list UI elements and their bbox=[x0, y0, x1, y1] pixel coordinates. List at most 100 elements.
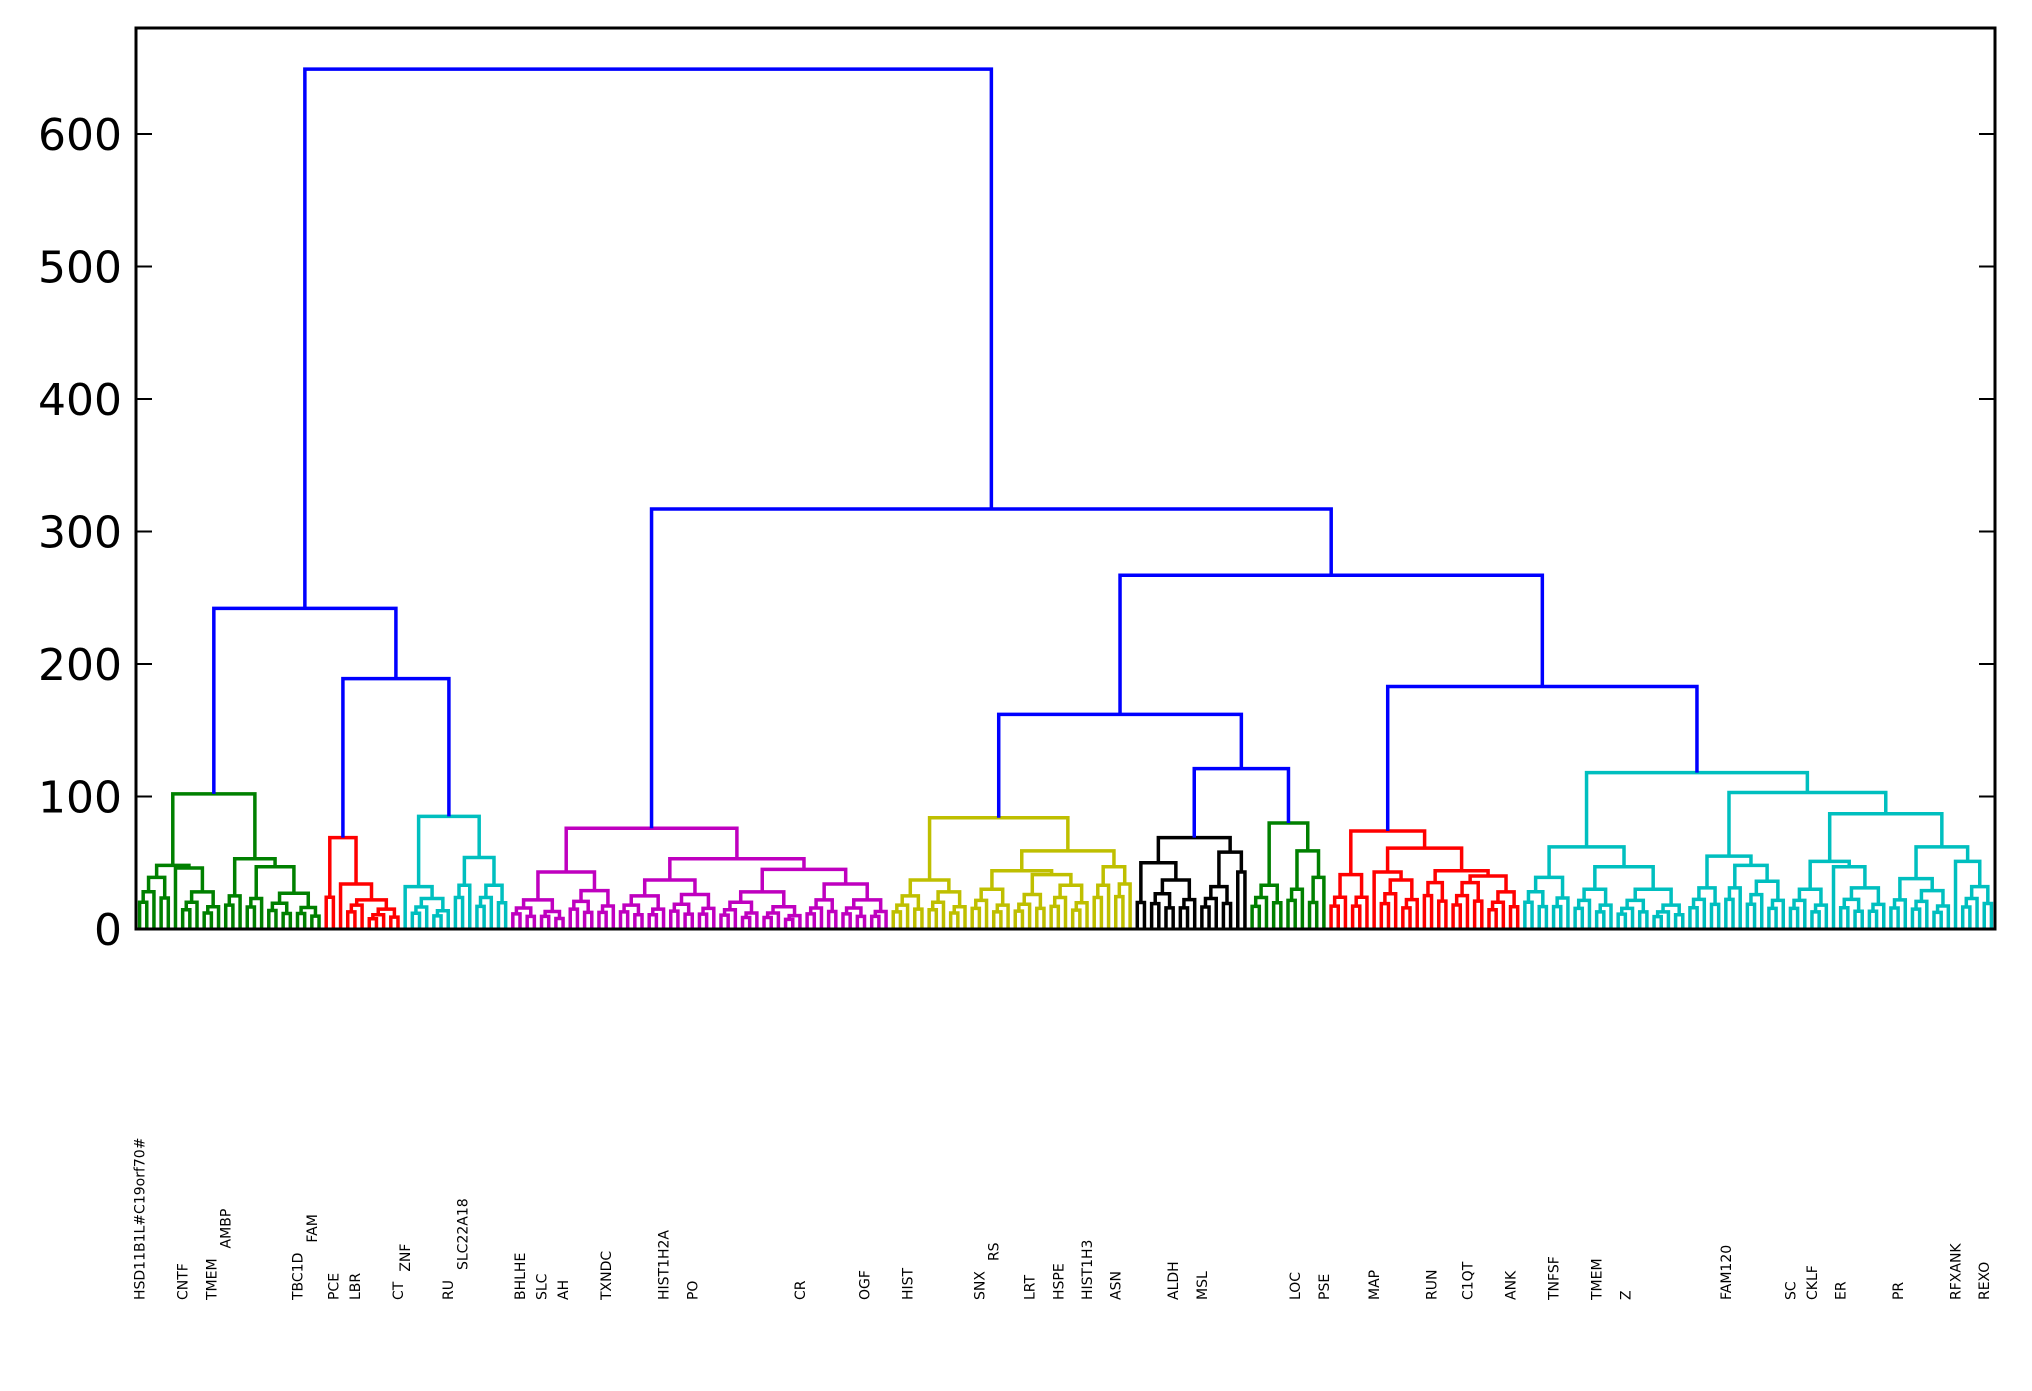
dendrogram-link bbox=[457, 883, 472, 929]
y-tick-label: 100 bbox=[38, 773, 122, 824]
dendrogram-link bbox=[1338, 872, 1364, 898]
dendrogram-link bbox=[1307, 900, 1319, 929]
dendrogram-link bbox=[722, 908, 738, 929]
dendrogram-link bbox=[996, 712, 1244, 818]
dendrogram-link bbox=[1767, 906, 1778, 929]
dendrogram-link bbox=[873, 909, 888, 929]
dendrogram-link bbox=[1200, 905, 1211, 929]
dendrogram-link bbox=[762, 915, 773, 929]
dendrogram-link bbox=[328, 835, 358, 898]
dendrogram-link bbox=[948, 911, 960, 929]
dendrogram-link bbox=[1733, 863, 1769, 888]
dendrogram-link bbox=[223, 903, 235, 929]
dendrogram-link bbox=[597, 910, 608, 929]
dendrogram-link bbox=[568, 907, 580, 929]
dendrogram-link bbox=[1092, 895, 1104, 929]
dendrogram-link bbox=[1149, 901, 1161, 929]
dendrogram-link bbox=[1576, 898, 1592, 929]
leaf-label: LOC bbox=[1288, 1272, 1304, 1300]
dendrogram-link bbox=[1221, 901, 1233, 929]
leaf-label: TBC1D bbox=[290, 1253, 306, 1301]
dendrogram-link bbox=[1074, 901, 1089, 929]
dendrogram-link bbox=[141, 890, 156, 929]
dendrogram-link bbox=[1113, 894, 1125, 929]
dendrogram-link bbox=[212, 606, 398, 794]
dendrogram-link bbox=[1117, 882, 1132, 929]
dendrogram-link bbox=[1203, 896, 1218, 929]
dendrogram-link bbox=[367, 916, 379, 929]
leaf-label: OGF bbox=[858, 1270, 874, 1300]
dendrogram-link bbox=[1724, 897, 1735, 929]
dendrogram-link bbox=[697, 912, 709, 929]
dendrogram-link bbox=[1582, 887, 1608, 906]
dendrogram-link bbox=[525, 914, 537, 929]
dendrogram-link bbox=[371, 912, 386, 929]
leaf-label: BHLHE bbox=[513, 1253, 529, 1300]
dendrogram-link bbox=[1271, 901, 1283, 929]
leaf-label: TXNDC bbox=[599, 1251, 615, 1301]
leaf-label: PO bbox=[685, 1281, 701, 1300]
dendrogram-link bbox=[1616, 912, 1628, 929]
dendrogram-link bbox=[281, 911, 293, 929]
leaf-label: HIST bbox=[901, 1267, 917, 1300]
leaf-label: LRT bbox=[1023, 1274, 1039, 1300]
dendrogram-link bbox=[1745, 902, 1757, 929]
dendrogram-link bbox=[1385, 684, 1699, 831]
y-tick-label: 0 bbox=[94, 905, 122, 956]
dendrogram-link bbox=[171, 792, 257, 866]
leaf-label: TMEM bbox=[204, 1258, 220, 1301]
dendrogram-link bbox=[1289, 887, 1305, 929]
dendrogram-link bbox=[249, 896, 264, 929]
dendrogram-link bbox=[184, 900, 199, 929]
dendrogram-link bbox=[841, 912, 852, 929]
dendrogram-link bbox=[511, 912, 522, 929]
dendrogram-link bbox=[1867, 909, 1879, 929]
dendrogram-link bbox=[1633, 887, 1673, 906]
dendrogram-link bbox=[1914, 899, 1929, 929]
dendrogram-link bbox=[554, 916, 565, 929]
leaf-label: SNX bbox=[972, 1271, 988, 1300]
dendrogram-link bbox=[1035, 906, 1046, 929]
leaf-label: CKLF bbox=[1805, 1265, 1821, 1300]
dendrogram-link bbox=[1267, 821, 1310, 886]
leaf-label: ASN bbox=[1109, 1271, 1125, 1300]
dendrogram-link bbox=[930, 900, 946, 929]
dendrogram-link bbox=[1013, 909, 1025, 929]
dendrogram-link bbox=[895, 903, 910, 929]
leaf-label: HSPE bbox=[1051, 1263, 1067, 1300]
dendrogram-link bbox=[202, 911, 214, 929]
dendrogram-link bbox=[475, 904, 486, 929]
leaf-label: RFXANK bbox=[1949, 1243, 1965, 1300]
dendrogram-link bbox=[1827, 811, 1944, 862]
dendrogram-link bbox=[1788, 906, 1800, 929]
dendrogram-link bbox=[738, 890, 786, 907]
dendrogram-link bbox=[891, 910, 903, 929]
leaf-label: HIST1H2A bbox=[657, 1230, 673, 1300]
dendrogram-link bbox=[349, 903, 364, 929]
dendrogram-link bbox=[1688, 905, 1699, 929]
dendrogram-link bbox=[1052, 895, 1068, 929]
leaf-label: FAM bbox=[305, 1214, 321, 1242]
y-tick-label: 600 bbox=[38, 110, 122, 161]
dendrogram-link bbox=[1160, 878, 1192, 900]
dendrogram-link bbox=[822, 882, 869, 900]
dendrogram-link bbox=[582, 910, 594, 929]
dendrogram-link bbox=[719, 913, 730, 929]
dendrogram-link bbox=[462, 855, 496, 886]
dendrogram-link bbox=[1523, 900, 1534, 929]
dendrogram-link bbox=[1209, 884, 1229, 904]
leaf-label: FAM120 bbox=[1719, 1245, 1735, 1300]
dendrogram-link bbox=[1749, 892, 1764, 929]
y-tick-label: 500 bbox=[38, 243, 122, 294]
dendrogram-link bbox=[1451, 903, 1463, 929]
dendrogram-link bbox=[633, 912, 644, 929]
dendrogram-link bbox=[1259, 883, 1279, 903]
dendrogram-link bbox=[1573, 906, 1585, 929]
dendrogram-link bbox=[1697, 886, 1717, 905]
dendrogram-link bbox=[1135, 900, 1147, 929]
dendrogram-link bbox=[267, 908, 278, 929]
leaf-label: MAP bbox=[1367, 1270, 1383, 1300]
dendrogram-link bbox=[159, 896, 171, 929]
dendrogram-link bbox=[324, 895, 336, 929]
leaf-label: PR bbox=[1891, 1282, 1907, 1300]
